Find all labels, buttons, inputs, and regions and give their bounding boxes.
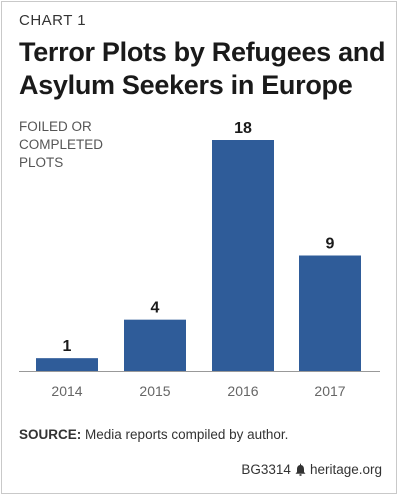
credit-site: heritage.org [309, 462, 382, 477]
bar-2014 [36, 358, 98, 371]
x-tick-2016: 2016 [227, 383, 258, 399]
y-axis-label: FOILED OR COMPLETED PLOTS [19, 119, 104, 170]
source-label: SOURCE: [19, 427, 82, 442]
bar-2015 [124, 319, 186, 371]
data-label-2014: 1 [63, 338, 72, 355]
x-tick-2015: 2015 [139, 383, 170, 399]
source-text: Media reports compiled by author. [85, 427, 289, 442]
data-label-2017: 9 [326, 236, 335, 253]
liberty-bell-icon [295, 463, 306, 476]
credit-line: BG3314 heritage.org [241, 462, 382, 477]
x-tick-2014: 2014 [51, 383, 82, 399]
bar-2017 [299, 255, 361, 371]
chart-eyebrow: CHART 1 [19, 12, 87, 29]
credit-id: BG3314 [241, 462, 291, 477]
source-note: SOURCE: Media reports compiled by author… [19, 427, 288, 442]
data-label-2016: 18 [234, 120, 252, 137]
x-tick-2017: 2017 [314, 383, 345, 399]
chart-title: Terror Plots by Refugees and Asylum Seek… [19, 37, 386, 100]
bar-2016 [212, 140, 274, 371]
data-label-2015: 4 [151, 300, 160, 317]
